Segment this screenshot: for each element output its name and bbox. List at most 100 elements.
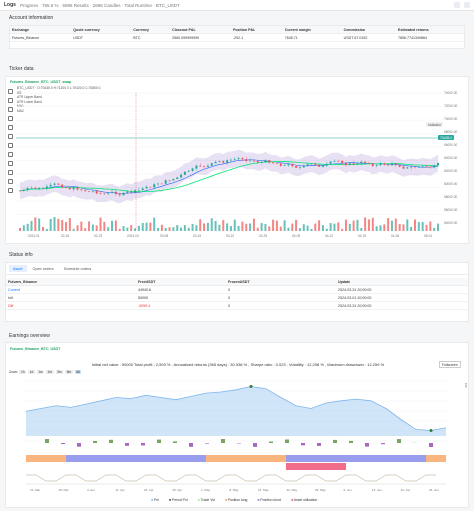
zoom-1w[interactable]: 1w	[36, 370, 44, 374]
period-bar	[189, 443, 193, 447]
magnet-icon[interactable]	[8, 161, 13, 166]
candle-body	[157, 183, 160, 185]
candle-body	[199, 165, 202, 167]
candle-body	[256, 161, 259, 163]
fullscreen-button[interactable]: Fullscreen	[439, 361, 461, 368]
legend-period-pnl[interactable]: ■ Period Pnl	[168, 498, 188, 502]
volume-bar	[180, 227, 183, 231]
run-meta: Progress · 765.6 % · 5996 Results · 2898…	[19, 2, 180, 8]
period-bar	[317, 443, 321, 446]
candle-body	[149, 186, 152, 188]
candle-body	[195, 165, 198, 169]
x-tick: 25. Apr	[172, 488, 183, 492]
position-bar	[206, 455, 286, 462]
x-tick: 04-05	[292, 234, 301, 238]
candle-body	[429, 166, 432, 168]
tab-asset[interactable]: Asset	[9, 265, 27, 272]
candle-body	[348, 163, 351, 166]
period-bar	[125, 443, 129, 446]
volume-bar	[95, 225, 98, 231]
volume-bar	[107, 227, 110, 231]
y-tick: 58000.00	[444, 195, 458, 199]
ticker-pair: Futures_Binance_BTC_USDT_swap	[10, 80, 72, 84]
legend-pnl[interactable]: ■ Pnl	[151, 498, 159, 502]
volume-bar	[264, 223, 267, 231]
candle-body	[114, 191, 117, 195]
account-table-card: Exchange Quote currency Currency Closeou…	[9, 25, 465, 49]
zoom-1h[interactable]: 1h	[19, 370, 27, 374]
y-tick: 60000.00	[444, 182, 458, 186]
candle-body	[130, 191, 133, 193]
candle-body	[268, 160, 271, 163]
legend-short-label: Position short	[260, 498, 281, 502]
indicator-button[interactable]: Indicator	[426, 122, 444, 127]
refresh-icon[interactable]	[454, 2, 460, 8]
legend-position-long[interactable]: ■ Position long	[224, 498, 248, 502]
legend-util-label: Asset utilization	[293, 498, 318, 502]
candle-body	[249, 160, 252, 162]
legend-trade-vol[interactable]: ■ Trade Vol	[197, 498, 215, 502]
cell: 0	[226, 301, 336, 310]
period-bar	[61, 443, 65, 445]
candle-body	[321, 165, 324, 167]
zoom-3m[interactable]: 3m	[55, 370, 64, 374]
volume-bar	[283, 220, 286, 231]
trendline-icon[interactable]	[8, 98, 13, 103]
zoom-icon[interactable]	[8, 152, 13, 157]
period-bar	[221, 439, 225, 443]
cell: USDT 67.0152	[341, 33, 397, 42]
volume-bar	[367, 219, 370, 231]
volume-bar	[383, 224, 386, 231]
zoom-1d[interactable]: 1d	[28, 370, 35, 374]
brush-icon[interactable]	[8, 116, 13, 121]
volume-bar	[437, 223, 439, 231]
legend-long-label: Position long	[227, 498, 248, 502]
candle-body	[222, 161, 225, 163]
eye-icon[interactable]	[8, 179, 13, 184]
measure-icon[interactable]	[8, 143, 13, 148]
x-tick: 29. May	[315, 488, 326, 492]
zoom-1m[interactable]: 1m	[46, 370, 54, 374]
volume-bar	[306, 225, 309, 231]
volume-bar	[141, 223, 144, 231]
cell: -5059.4	[136, 301, 226, 310]
lock-icon[interactable]	[8, 170, 13, 175]
status-card: Asset Open orders Schedule orders Future…	[5, 262, 469, 322]
volume-bar	[371, 217, 374, 231]
candle-body	[84, 190, 87, 192]
tab-open-orders[interactable]: Open orders	[32, 266, 54, 271]
candle-body	[134, 190, 137, 193]
cell: -292.1	[230, 33, 283, 42]
pattern-icon[interactable]	[8, 134, 13, 139]
period-bar	[109, 439, 113, 443]
volume-bar	[379, 225, 382, 231]
tab-schedule-orders[interactable]: Schedule orders	[63, 266, 92, 271]
legend-position-short[interactable]: ■ Position short	[257, 498, 281, 502]
volume-bar	[183, 225, 186, 231]
candle-body	[95, 191, 98, 194]
cell: Diff	[6, 301, 136, 310]
candle-body	[394, 163, 397, 165]
zoom-all[interactable]: All	[74, 370, 82, 374]
candle-body	[118, 194, 121, 196]
volume-bar	[72, 228, 75, 231]
volume-bar	[406, 219, 409, 231]
volume-bar	[42, 226, 45, 231]
text-icon[interactable]	[8, 125, 13, 130]
volume-bar	[157, 227, 160, 231]
settings-icon[interactable]	[464, 2, 470, 8]
zoom-bar: Zoom 1h 1d 1w 1m 3m 6m All	[9, 370, 82, 374]
candle-body	[226, 160, 229, 163]
crosshair-icon[interactable]	[8, 89, 13, 94]
candle-body	[187, 170, 190, 172]
fib-icon[interactable]	[8, 107, 13, 112]
volume-bar	[153, 217, 156, 231]
y-tick: 74000.00	[444, 91, 458, 95]
trash-icon[interactable]	[8, 188, 13, 193]
candle-body	[122, 192, 125, 196]
candle-body	[356, 163, 359, 165]
zoom-6m[interactable]: 6m	[65, 370, 73, 374]
legend-asset-util[interactable]: ■ Asset utilization	[290, 498, 318, 502]
volume-bar	[53, 217, 56, 231]
volume-bar	[65, 222, 68, 231]
